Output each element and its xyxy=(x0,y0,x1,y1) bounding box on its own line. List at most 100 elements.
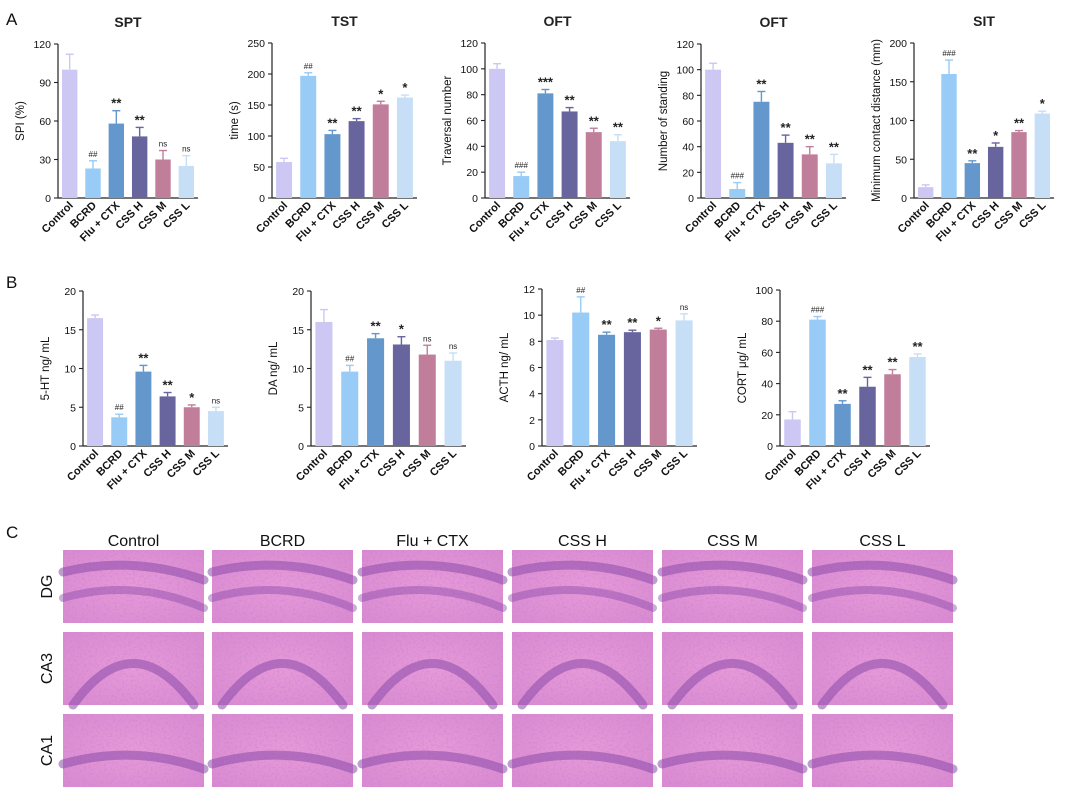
bar-css-h xyxy=(392,344,410,446)
significance-label: *** xyxy=(538,75,554,90)
significance-label: * xyxy=(378,86,384,101)
significance-label: ## xyxy=(89,150,98,159)
bar-css-l xyxy=(207,411,224,446)
significance-label: ** xyxy=(565,93,576,108)
x-tick-label: CSS M xyxy=(865,448,898,481)
significance-label: * xyxy=(399,322,405,337)
histology-image xyxy=(207,550,358,623)
histology-panel: Control BCRD Flu + CTX CSS H CSS M CSS L DG CA3… xyxy=(39,533,958,787)
bar-css-m xyxy=(801,154,818,198)
y-tick-label: 250 xyxy=(247,38,265,50)
y-tick-label: 150 xyxy=(247,100,265,112)
histology-image xyxy=(212,632,353,710)
x-tick-label: CSS L xyxy=(593,199,625,231)
bar-flu-ctx xyxy=(537,93,554,198)
chart-4: 0 20 40 60 80 100 120 Number of standing OFT Cont… xyxy=(658,14,846,244)
bar-css-l xyxy=(1034,113,1051,198)
bar-bcrd xyxy=(729,189,746,198)
significance-label: ** xyxy=(111,96,122,111)
y-tick-label: 80 xyxy=(466,90,478,102)
histology-image xyxy=(207,714,358,787)
y-tick-label: 120 xyxy=(460,38,478,50)
y-tick-label: 0 xyxy=(901,193,907,205)
y-tick-label: 100 xyxy=(247,131,265,143)
y-tick-label: 120 xyxy=(676,39,694,51)
y-tick-label: 6 xyxy=(529,363,535,375)
significance-label: * xyxy=(402,80,408,95)
bar-control xyxy=(917,187,934,198)
x-tick-label: Control xyxy=(467,200,503,236)
x-tick-label: CSS L xyxy=(161,199,193,231)
y-tick-label: 12 xyxy=(523,284,535,296)
y-tick-label: 100 xyxy=(755,285,773,297)
significance-label: ### xyxy=(942,49,956,58)
significance-label: ** xyxy=(163,378,174,393)
chart-3: 0 20 40 60 80 100 120 Traversal number OFT Contro… xyxy=(442,13,630,244)
bar-css-l xyxy=(909,357,926,446)
chart-5: 0 50 100 150 200 Minimum contact distance (mm… xyxy=(871,13,1054,244)
y-tick-label: 200 xyxy=(247,69,265,81)
y-axis-label: SPI (%) xyxy=(15,101,27,141)
significance-label: ** xyxy=(967,146,978,161)
histology-column-label: Control xyxy=(108,533,160,550)
y-tick-label: 0 xyxy=(472,193,478,205)
y-tick-label: 0 xyxy=(688,193,694,205)
y-tick-label: 8 xyxy=(529,336,535,348)
significance-label: ** xyxy=(135,112,146,127)
panel-letter-a: A xyxy=(6,10,18,29)
bar-control xyxy=(276,162,293,198)
bar-control xyxy=(315,322,333,446)
x-tick-label: CSS L xyxy=(892,447,924,479)
significance-label: ** xyxy=(781,120,792,135)
histology-column-label: CSS M xyxy=(707,533,758,550)
x-tick-label: CSS L xyxy=(809,199,841,231)
panel-letter-b: B xyxy=(6,273,17,292)
histology-image xyxy=(362,632,503,710)
y-tick-label: 0 xyxy=(298,441,304,453)
bar-css-h xyxy=(131,136,148,198)
x-tick-label: CSS L xyxy=(191,447,223,479)
x-tick-label: Control xyxy=(525,448,561,484)
chart-title: SPT xyxy=(114,14,142,30)
y-tick-label: 80 xyxy=(682,90,694,102)
x-tick-label: CSS L xyxy=(380,199,412,231)
histology-image xyxy=(657,714,808,787)
y-tick-label: 20 xyxy=(466,167,478,179)
significance-label: * xyxy=(189,390,195,405)
chart-title: OFT xyxy=(544,13,572,29)
y-tick-label: 10 xyxy=(523,310,535,322)
y-tick-label: 90 xyxy=(39,78,51,90)
x-tick-label: CSS L xyxy=(659,447,691,479)
bar-css-h xyxy=(987,146,1004,198)
significance-label: ## xyxy=(304,62,313,71)
bar-bcrd xyxy=(809,319,826,446)
significance-label: ## xyxy=(345,354,354,363)
bar-css-l xyxy=(609,141,626,198)
histology-image xyxy=(512,632,653,710)
significance-label: ** xyxy=(613,120,624,135)
bar-css-h xyxy=(859,386,876,446)
y-tick-label: 150 xyxy=(889,77,907,89)
bar-css-m xyxy=(155,159,171,198)
y-axis-label: Traversal number xyxy=(442,75,454,165)
significance-label: ** xyxy=(756,76,767,91)
bar-flu-ctx xyxy=(753,101,770,198)
significance-label: ns xyxy=(680,303,688,312)
y-tick-label: 20 xyxy=(292,286,304,298)
y-tick-label: 0 xyxy=(767,441,773,453)
histology-image xyxy=(63,632,204,710)
significance-label: ** xyxy=(352,104,363,119)
bar-bcrd xyxy=(111,417,128,446)
bar-css-m xyxy=(884,374,901,446)
histology-image xyxy=(812,632,953,710)
histology-column-label: Flu + CTX xyxy=(396,533,469,550)
y-tick-label: 60 xyxy=(682,116,694,128)
significance-label: ** xyxy=(602,317,613,332)
bar-css-h xyxy=(348,121,365,198)
x-tick-label: CSS M xyxy=(400,448,433,481)
bar-flu-ctx xyxy=(324,134,341,198)
x-tick-label: CSS L xyxy=(428,447,460,479)
